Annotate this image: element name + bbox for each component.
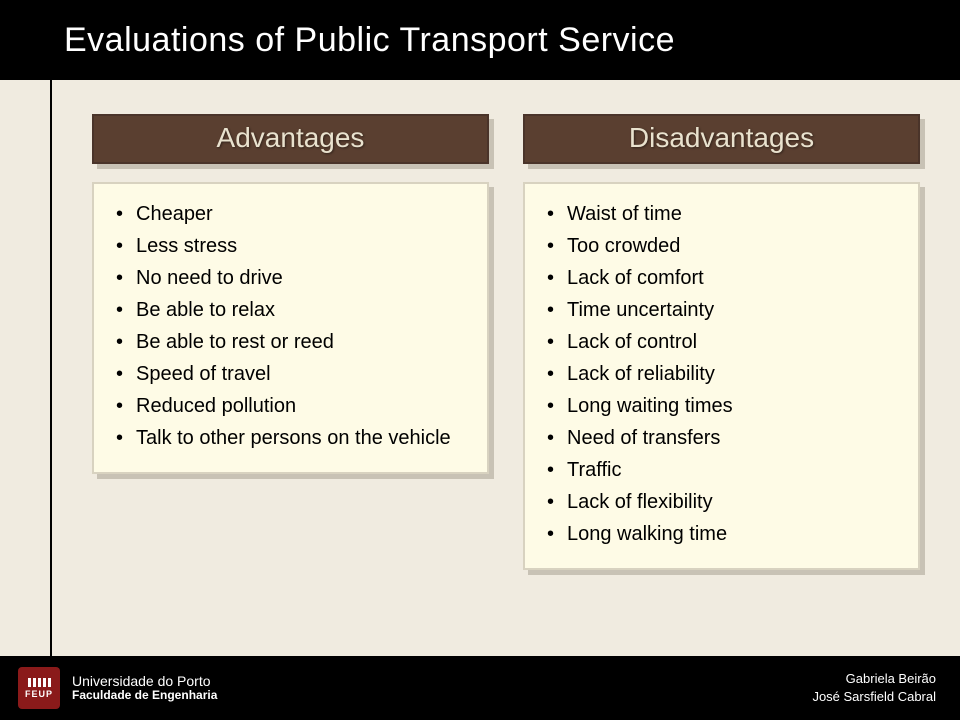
logo-text: Universidade do Porto Faculdade de Engen… <box>72 673 217 703</box>
advantages-header: Advantages <box>92 114 489 164</box>
footer-bar: FEUP Universidade do Porto Faculdade de … <box>0 656 960 720</box>
disadvantages-body-wrap: Waist of time Too crowded Lack of comfor… <box>523 182 920 570</box>
list-item: Time uncertainty <box>547 294 900 326</box>
list-item: Need of transfers <box>547 422 900 454</box>
list-item: Talk to other persons on the vehicle <box>116 422 469 454</box>
advantages-body-wrap: Cheaper Less stress No need to drive Be … <box>92 182 489 474</box>
list-item: Lack of flexibility <box>547 486 900 518</box>
list-item: Long walking time <box>547 518 900 550</box>
advantages-column: Advantages Cheaper Less stress No need t… <box>92 114 489 474</box>
disadvantages-body: Waist of time Too crowded Lack of comfor… <box>523 182 920 570</box>
disadvantages-header-wrap: Disadvantages <box>523 114 920 164</box>
disadvantages-header: Disadvantages <box>523 114 920 164</box>
list-item: Lack of reliability <box>547 358 900 390</box>
slide-title-bar: Evaluations of Public Transport Service <box>0 0 960 80</box>
list-item: Lack of comfort <box>547 262 900 294</box>
university-name: Universidade do Porto <box>72 673 217 689</box>
list-item: Too crowded <box>547 230 900 262</box>
advantages-list: Cheaper Less stress No need to drive Be … <box>116 198 469 454</box>
list-item: Long waiting times <box>547 390 900 422</box>
advantages-header-wrap: Advantages <box>92 114 489 164</box>
main-area: Advantages Cheaper Less stress No need t… <box>0 80 960 656</box>
list-item: Lack of control <box>547 326 900 358</box>
faculty-name: Faculdade de Engenharia <box>72 689 217 703</box>
list-item: Waist of time <box>547 198 900 230</box>
list-item: Speed of travel <box>116 358 469 390</box>
logo-block: FEUP Universidade do Porto Faculdade de … <box>18 667 217 709</box>
list-item: No need to drive <box>116 262 469 294</box>
author-name: Gabriela Beirão <box>812 670 936 688</box>
logo-abbr: FEUP <box>25 689 53 699</box>
slide-title: Evaluations of Public Transport Service <box>64 21 675 60</box>
disadvantages-column: Disadvantages Waist of time Too crowded … <box>523 114 920 570</box>
authors: Gabriela Beirão José Sarsfield Cabral <box>812 670 936 705</box>
list-item: Less stress <box>116 230 469 262</box>
list-item: Reduced pollution <box>116 390 469 422</box>
list-item: Cheaper <box>116 198 469 230</box>
list-item: Traffic <box>547 454 900 486</box>
list-item: Be able to rest or reed <box>116 326 469 358</box>
feup-logo-icon: FEUP <box>18 667 60 709</box>
author-name: José Sarsfield Cabral <box>812 688 936 706</box>
advantages-body: Cheaper Less stress No need to drive Be … <box>92 182 489 474</box>
left-rail <box>0 80 52 656</box>
content: Advantages Cheaper Less stress No need t… <box>52 80 960 656</box>
list-item: Be able to relax <box>116 294 469 326</box>
disadvantages-list: Waist of time Too crowded Lack of comfor… <box>547 198 900 550</box>
